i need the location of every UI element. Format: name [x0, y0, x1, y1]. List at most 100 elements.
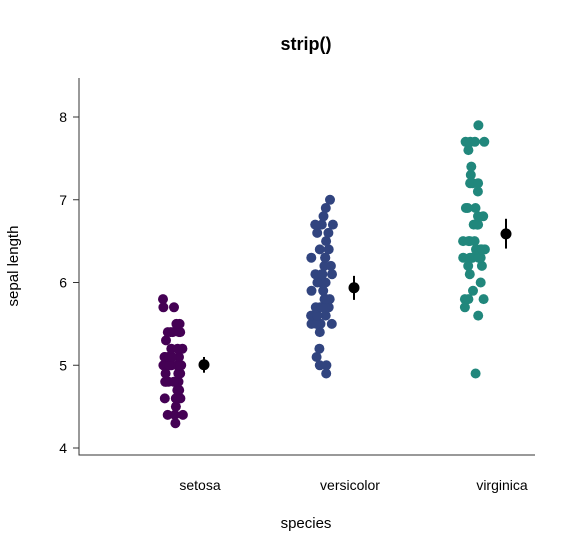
x-tick-label-versicolor: versicolor — [320, 477, 380, 493]
mean-point-setosa — [198, 359, 210, 371]
mean-point-versicolor — [348, 282, 360, 294]
data-point-virginica — [466, 161, 477, 172]
x-axis-label: species — [281, 515, 332, 532]
data-point-versicolor — [319, 260, 330, 271]
data-point-virginica — [473, 178, 484, 189]
data-point-virginica — [475, 277, 486, 288]
data-point-virginica — [463, 145, 474, 156]
data-point-virginica — [469, 236, 480, 247]
data-point-setosa — [158, 294, 168, 305]
data-point-versicolor — [314, 343, 325, 354]
data-point-virginica — [468, 285, 478, 296]
data-point-setosa — [162, 409, 173, 420]
data-point-setosa — [177, 409, 188, 420]
data-point-versicolor — [327, 269, 337, 280]
data-point-setosa — [161, 376, 172, 387]
data-point-versicolor — [323, 227, 334, 238]
data-point-virginica — [476, 244, 487, 255]
data-point-versicolor — [320, 310, 331, 321]
data-point-versicolor — [321, 236, 332, 247]
data-point-virginica — [465, 252, 476, 263]
y-tick-label: 7 — [59, 192, 67, 208]
data-point-setosa — [171, 393, 182, 404]
data-point-versicolor — [320, 277, 331, 288]
x-axis: setosa versicolor virginica — [179, 477, 528, 493]
data-point-virginica — [459, 302, 470, 313]
mean-point-virginica — [500, 228, 512, 240]
data-point-versicolor — [323, 244, 334, 255]
data-point-versicolor — [317, 302, 328, 313]
data-point-virginica — [463, 294, 474, 305]
data-point-versicolor — [314, 244, 325, 255]
data-point-virginica — [465, 169, 476, 180]
data-point-setosa — [170, 418, 181, 429]
y-tick-label: 6 — [59, 275, 67, 291]
data-point-setosa — [167, 352, 178, 362]
data-point-versicolor — [320, 203, 331, 213]
data-point-versicolor — [326, 318, 337, 329]
data-point-setosa — [174, 352, 184, 362]
data-point-virginica — [472, 219, 483, 230]
data-point-setosa — [172, 343, 183, 354]
data-point-versicolor — [312, 227, 323, 238]
x-tick-label-virginica: virginica — [476, 477, 528, 493]
data-point-virginica — [473, 252, 484, 263]
data-point-versicolor — [321, 368, 332, 379]
data-point-setosa — [171, 318, 182, 329]
data-point-virginica — [479, 136, 490, 147]
y-tick-label: 8 — [59, 109, 67, 125]
data-point-versicolor — [306, 285, 317, 296]
y-axis: 4 5 6 7 8 — [59, 109, 79, 456]
data-point-virginica — [473, 310, 484, 321]
data-point-setosa — [161, 335, 171, 346]
data-point-virginica — [476, 260, 487, 271]
data-point-setosa — [169, 302, 179, 313]
data-point-versicolor — [311, 352, 322, 362]
data-point-versicolor — [318, 285, 329, 296]
data-point-virginica — [469, 136, 480, 147]
axis-frame — [78, 78, 535, 456]
data-point-setosa — [169, 409, 180, 420]
chart-title: strip() — [281, 34, 332, 54]
mean-markers — [198, 218, 512, 373]
data-point-setosa — [160, 368, 171, 379]
data-point-versicolor — [320, 252, 331, 263]
data-point-virginica — [460, 136, 471, 147]
data-point-virginica — [464, 269, 475, 280]
data-point-setosa — [170, 401, 181, 412]
data-point-setosa — [174, 368, 185, 379]
data-point-virginica — [470, 368, 481, 379]
data-point-virginica — [478, 294, 489, 305]
data-point-virginica — [458, 252, 469, 263]
y-tick-label: 5 — [59, 357, 67, 373]
data-point-virginica — [470, 203, 481, 213]
data-point-virginica — [465, 178, 476, 189]
data-point-setosa — [159, 393, 170, 404]
data-point-versicolor — [327, 219, 338, 230]
data-point-versicolor — [312, 310, 323, 321]
data-point-setosa — [175, 360, 186, 371]
data-point-setosa — [167, 327, 178, 338]
data-point-versicolor — [312, 277, 323, 288]
y-axis-label: sepal length — [5, 226, 22, 307]
data-point-virginica — [473, 120, 484, 131]
data-point-setosa — [168, 376, 179, 387]
data-point-versicolor — [306, 252, 317, 263]
data-point-setosa — [164, 360, 175, 371]
data-point-versicolor — [310, 219, 321, 230]
data-point-versicolor — [311, 318, 322, 329]
data-point-setosa — [158, 302, 169, 313]
data-point-versicolor — [310, 269, 321, 280]
data-point-setosa — [172, 385, 183, 396]
data-point-versicolor — [314, 327, 325, 338]
data-point-versicolor — [321, 360, 332, 371]
data-point-versicolor — [325, 194, 335, 205]
x-tick-label-setosa: setosa — [179, 477, 220, 493]
y-tick-label: 4 — [59, 440, 67, 456]
data-point-virginica — [463, 260, 474, 271]
data-point-versicolor — [317, 269, 328, 280]
data-point-versicolor — [321, 294, 332, 305]
data-point-virginica — [472, 186, 483, 197]
data-point-virginica — [473, 211, 483, 222]
